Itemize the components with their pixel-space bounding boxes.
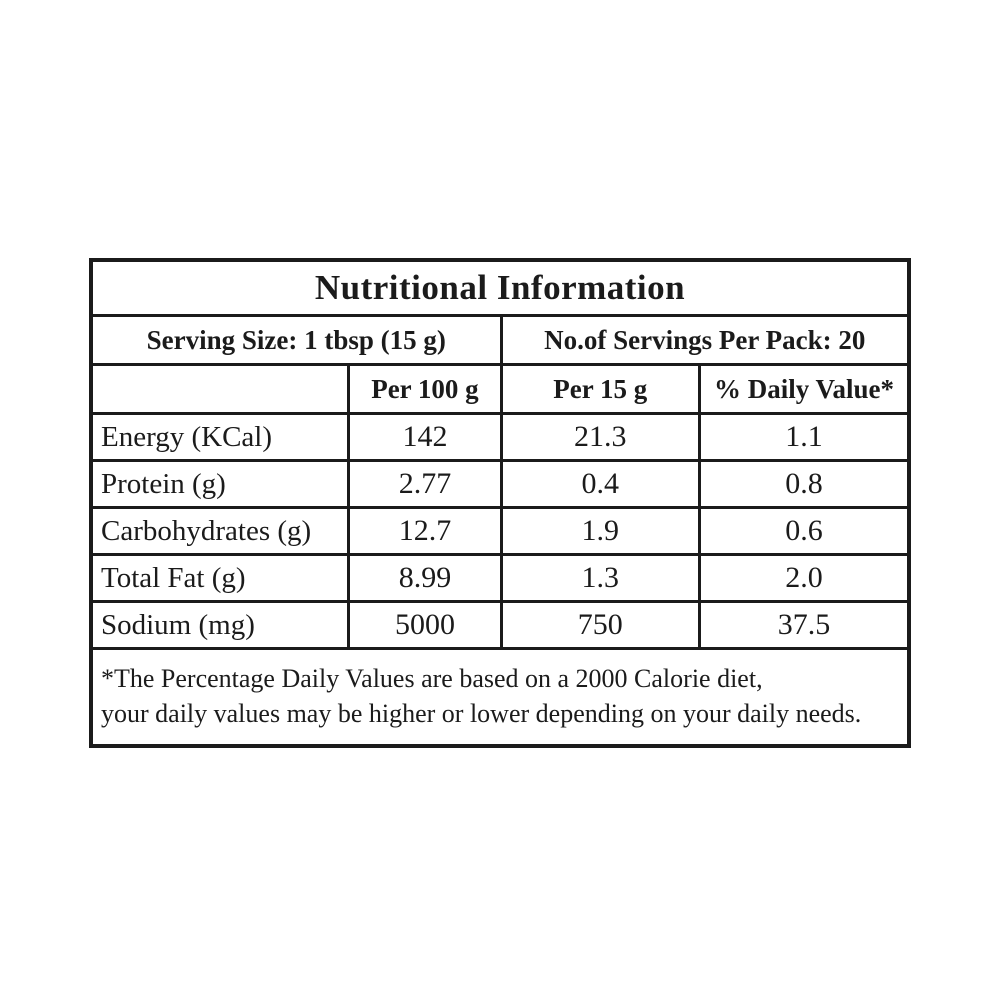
column-header-nutrient [89, 363, 351, 415]
table-title: Nutritional Information [89, 258, 911, 317]
row-label: Total Fat (g) [89, 553, 351, 603]
footnote-row: *The Percentage Daily Values are based o… [89, 647, 911, 748]
row-value-per-100g: 2.77 [347, 459, 503, 509]
row-value-per-100g: 12.7 [347, 506, 503, 556]
row-value-per-15g: 1.9 [499, 506, 701, 556]
table-row-sodium: Sodium (mg) 5000 750 37.5 [89, 600, 911, 650]
nutrition-table: Nutritional Information Serving Size: 1 … [89, 258, 911, 748]
footnote-line-2: your daily values may be higher or lower… [101, 699, 862, 728]
row-value-daily-value: 1.1 [697, 412, 911, 462]
table-row-protein: Protein (g) 2.77 0.4 0.8 [89, 459, 911, 509]
row-label: Protein (g) [89, 459, 351, 509]
row-value-per-15g: 21.3 [499, 412, 701, 462]
column-header-per-100g: Per 100 g [347, 363, 503, 415]
table-row-total-fat: Total Fat (g) 8.99 1.3 2.0 [89, 553, 911, 603]
row-value-per-100g: 142 [347, 412, 503, 462]
table-row-energy: Energy (KCal) 142 21.3 1.1 [89, 412, 911, 462]
row-value-per-100g: 8.99 [347, 553, 503, 603]
title-row: Nutritional Information [89, 258, 911, 317]
row-label: Carbohydrates (g) [89, 506, 351, 556]
column-header-per-15g: Per 15 g [499, 363, 701, 415]
row-value-per-15g: 1.3 [499, 553, 701, 603]
row-label: Sodium (mg) [89, 600, 351, 650]
footnote-line-1: *The Percentage Daily Values are based o… [101, 663, 763, 693]
serving-row: Serving Size: 1 tbsp (15 g) No.of Servin… [89, 314, 911, 366]
row-value-per-15g: 0.4 [499, 459, 701, 509]
row-value-daily-value: 2.0 [697, 553, 911, 603]
row-value-daily-value: 0.6 [697, 506, 911, 556]
column-header-daily-value: % Daily Value* [697, 363, 911, 415]
servings-per-pack-label: No.of Servings Per Pack: 20 [499, 314, 911, 366]
table-row-carbohydrates: Carbohydrates (g) 12.7 1.9 0.6 [89, 506, 911, 556]
row-value-daily-value: 37.5 [697, 600, 911, 650]
row-value-daily-value: 0.8 [697, 459, 911, 509]
serving-size-label: Serving Size: 1 tbsp (15 g) [89, 314, 503, 366]
row-value-per-100g: 5000 [347, 600, 503, 650]
row-label: Energy (KCal) [89, 412, 351, 462]
row-value-per-15g: 750 [499, 600, 701, 650]
header-row: Per 100 g Per 15 g % Daily Value* [89, 363, 911, 415]
footnote: *The Percentage Daily Values are based o… [89, 647, 911, 748]
